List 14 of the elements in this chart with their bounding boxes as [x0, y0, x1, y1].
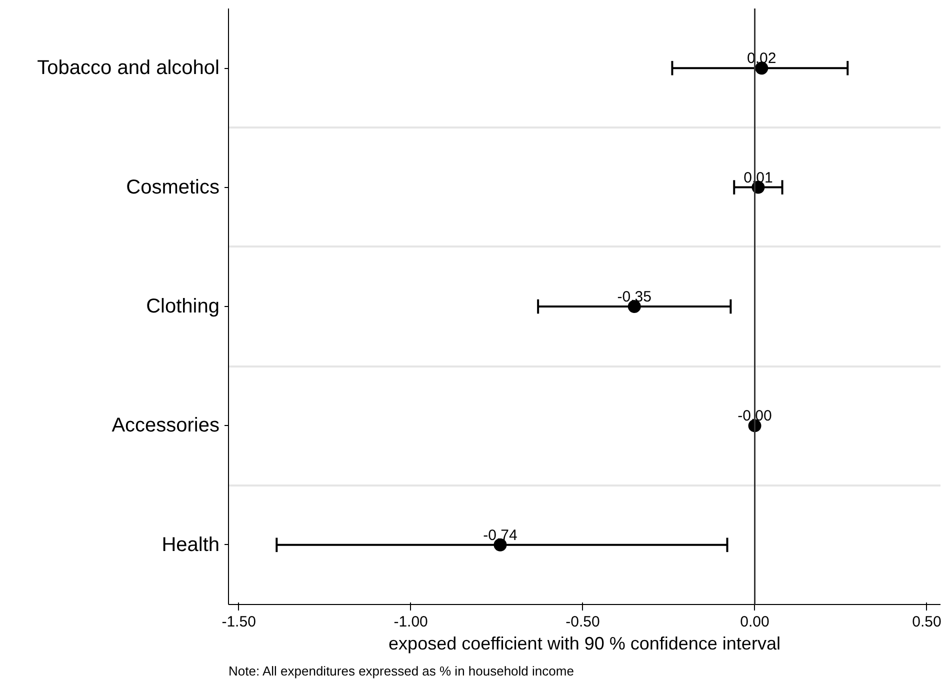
data-label: -0.35	[617, 288, 652, 306]
text: Note: All expenditures expressed as % in household income	[228, 664, 574, 678]
y-tick-label: Accessories	[112, 414, 220, 437]
data-label: -0.74	[483, 526, 518, 544]
x-tick-label: -0.50	[566, 614, 600, 630]
y-tick-label: Tobacco and alcohol	[37, 57, 220, 80]
y-tick-label: Cosmetics	[126, 176, 220, 198]
x-tick-label: -1.50	[222, 614, 256, 630]
x-tick-label: -1.00	[394, 614, 428, 630]
x-axis-title: exposed coefficient with 90 % confidence interval	[388, 634, 780, 654]
x-tick-label: 0.00	[740, 614, 770, 630]
x-tick-label: 0.50	[912, 614, 942, 630]
y-tick-label: Clothing	[146, 296, 220, 318]
y-tick-label: Health	[162, 534, 220, 556]
